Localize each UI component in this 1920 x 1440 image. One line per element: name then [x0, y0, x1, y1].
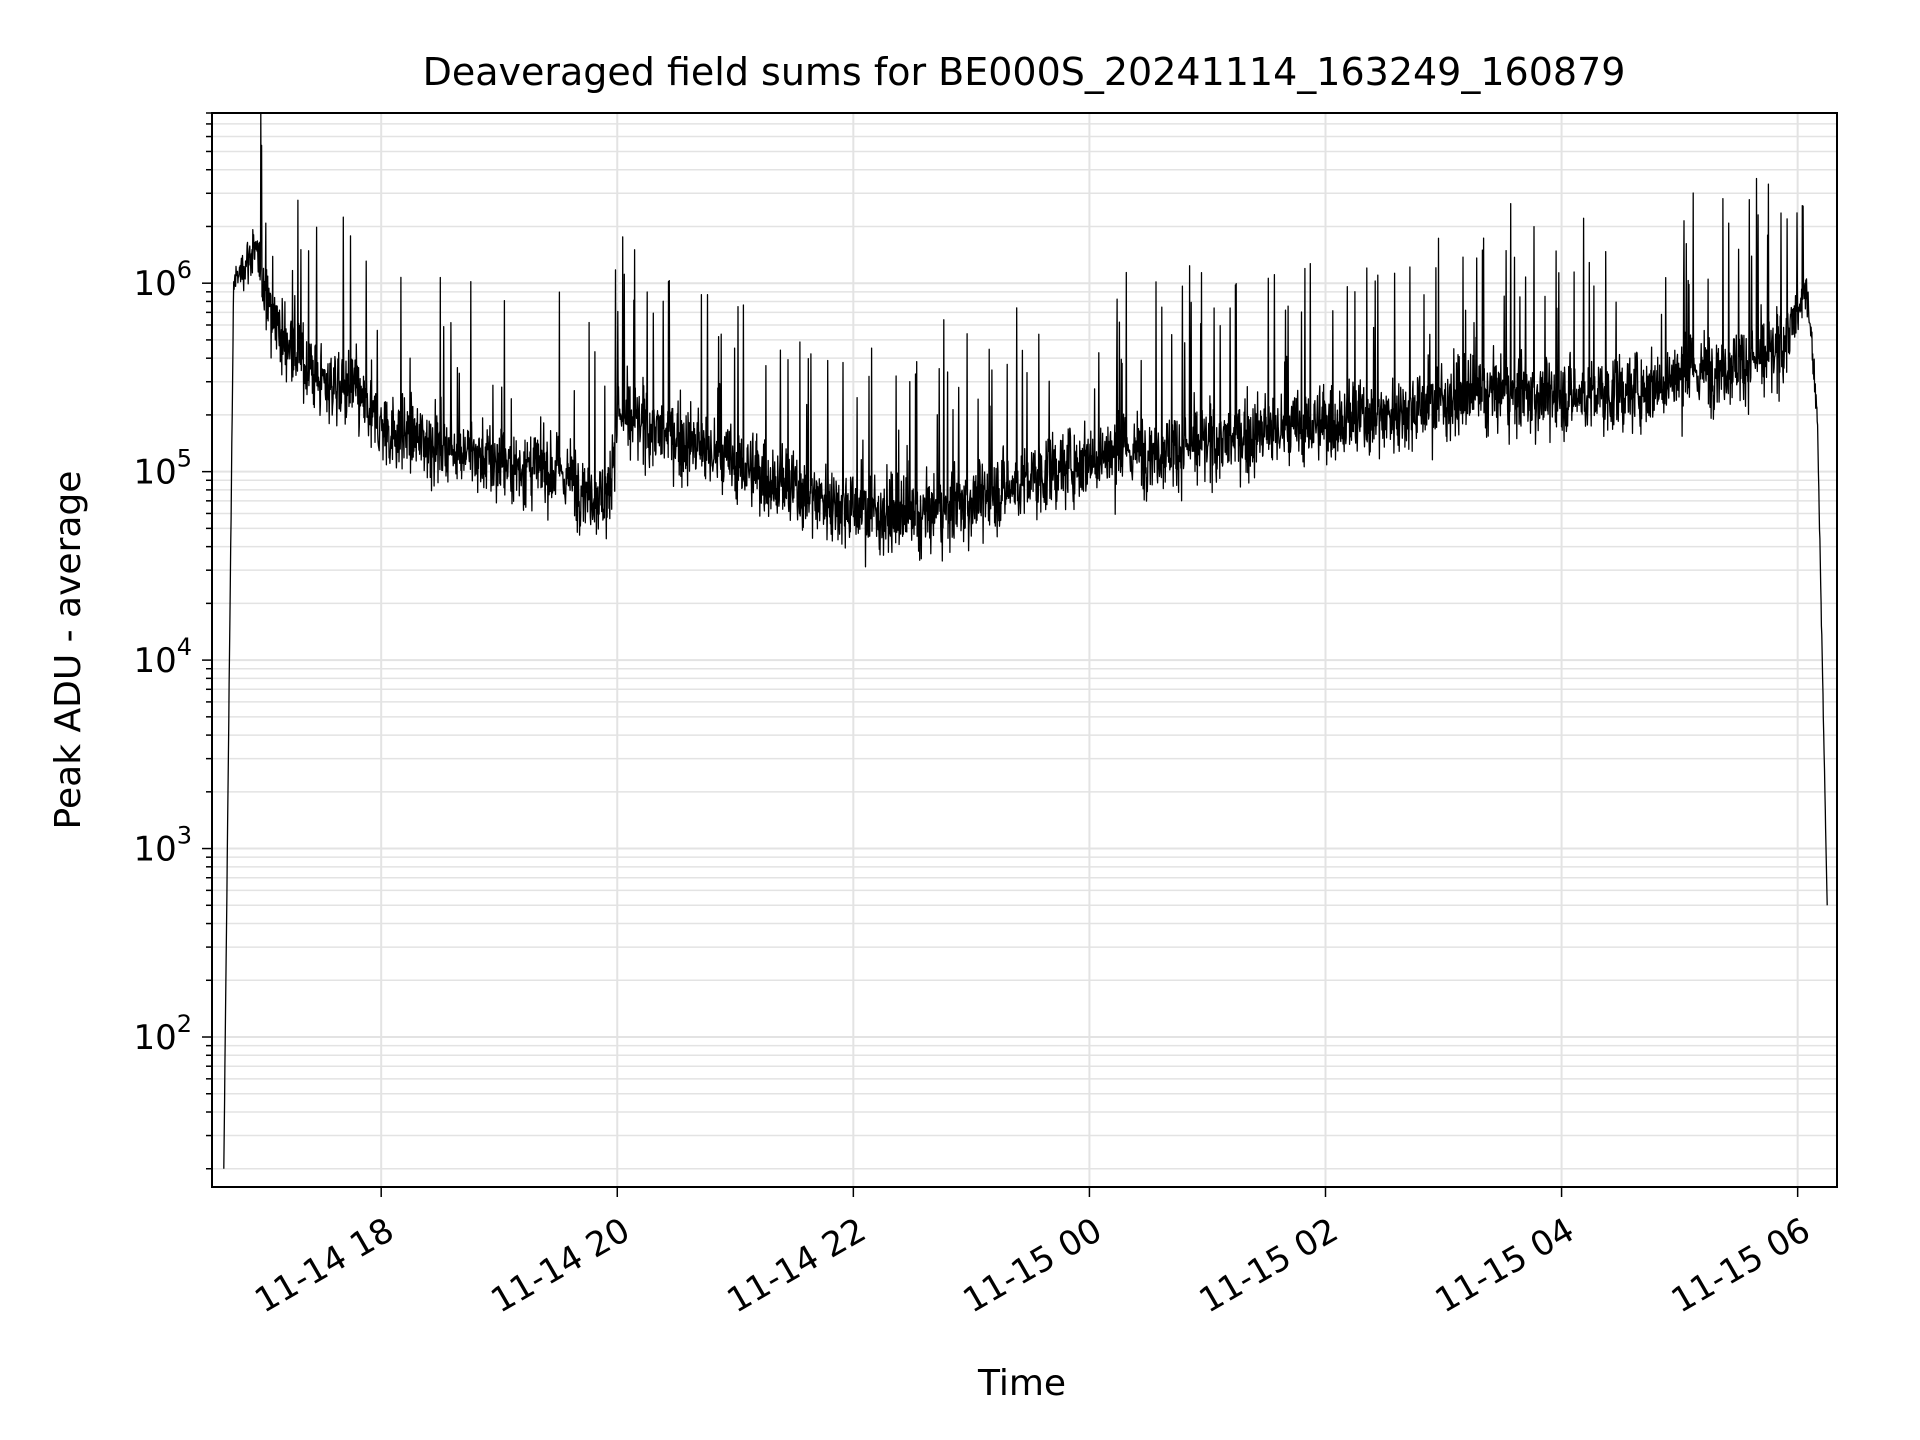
chart-title: Deaveraged field sums for BE000S_2024111… [423, 50, 1626, 94]
x-axis-label: Time [977, 1363, 1066, 1404]
y-tick-label: 105 [133, 445, 192, 493]
plot-frame [211, 112, 1838, 1188]
y-tick-exponent: 6 [177, 256, 192, 284]
series-line [223, 112, 1828, 1169]
y-tick-label: 106 [133, 256, 192, 304]
x-tick-label: 11-15 00 [957, 1210, 1109, 1321]
x-tick-label: 11-15 06 [1665, 1210, 1817, 1321]
x-tick-label: 11-15 04 [1429, 1210, 1581, 1321]
y-tick-label: 102 [133, 1010, 192, 1058]
y-tick-exponent: 4 [177, 633, 192, 661]
y-tick-base: 10 [133, 453, 176, 493]
y-tick-base: 10 [133, 830, 176, 870]
y-axis-label: Peak ADU - average [48, 471, 89, 830]
plot-area [223, 112, 1828, 1169]
y-tick-base: 10 [133, 264, 176, 304]
y-tick-base: 10 [133, 641, 176, 681]
grid [212, 112, 1837, 1187]
x-tick-label: 11-14 20 [484, 1210, 636, 1321]
y-tick-exponent: 2 [177, 1010, 192, 1038]
x-tick-label: 11-14 18 [248, 1210, 400, 1321]
y-tick-exponent: 5 [177, 445, 192, 473]
x-tick-label: 11-14 22 [720, 1210, 872, 1321]
x-tick-label: 11-15 02 [1193, 1210, 1345, 1321]
y-tick-base: 10 [133, 1018, 176, 1058]
y-tick-label: 104 [133, 633, 192, 681]
y-tick-label: 103 [133, 822, 192, 870]
y-tick-exponent: 3 [177, 822, 192, 850]
